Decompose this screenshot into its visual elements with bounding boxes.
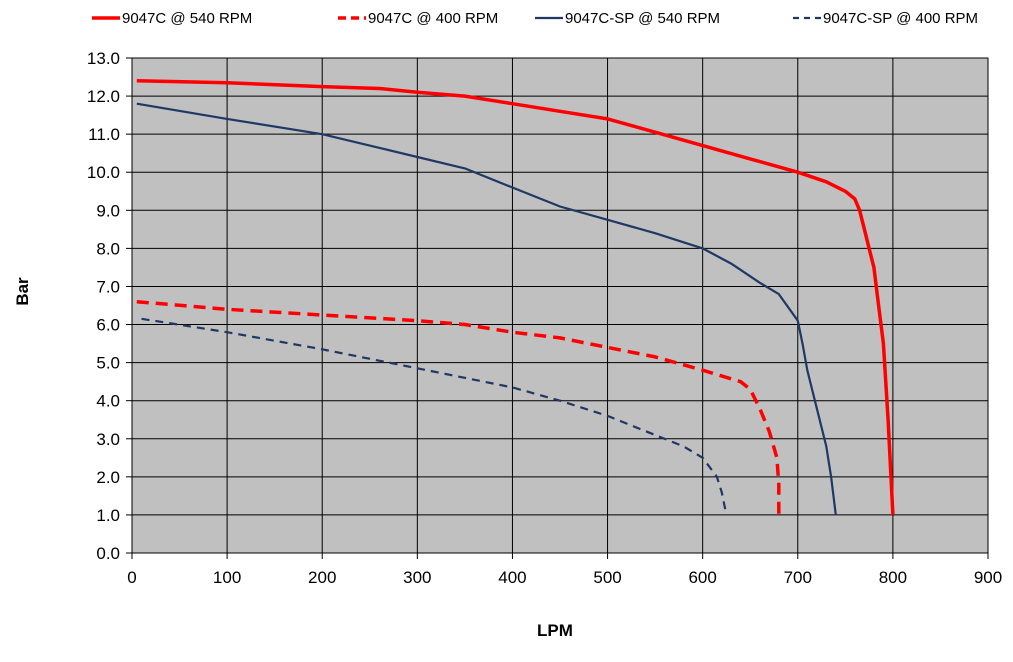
x-tick-label: 100: [213, 568, 241, 587]
x-tick-label: 700: [784, 568, 812, 587]
y-tick-label: 11.0: [88, 125, 120, 144]
series-line-1: [136, 299, 781, 515]
x-tick-label: 200: [308, 568, 336, 587]
y-tick-label: 8.0: [96, 239, 120, 258]
grid-lines: [131, 57, 989, 554]
legend: 9047C @ 540 RPM 9047C @ 400 RPM 9047C-SP @…: [92, 10, 978, 27]
x-tick-label: 800: [879, 568, 907, 587]
x-tick-label: 600: [688, 568, 716, 587]
legend-label-3: 9047C-SP @ 400 RPM: [823, 10, 978, 27]
legend-label-2: 9047C-SP @ 540 RPM: [565, 10, 720, 27]
y-tick-label: 5.0: [96, 354, 120, 373]
y-tick-label: 2.0: [96, 468, 120, 487]
x-tick-label: 400: [498, 568, 526, 587]
legend-label-1: 9047C @ 400 RPM: [368, 10, 498, 27]
y-axis-title: Bar: [13, 277, 32, 306]
series-line-2: [136, 102, 837, 516]
y-tick-label: 9.0: [96, 201, 120, 220]
y-tick-label: 3.0: [96, 430, 120, 449]
x-tick-label: 900: [974, 568, 1002, 587]
y-tick-label: 10.0: [87, 163, 120, 182]
y-tick-label: 0.0: [96, 544, 120, 563]
x-axis-title: LPM: [537, 621, 573, 640]
y-tick-label: 7.0: [96, 277, 120, 296]
series-layer: [136, 79, 895, 516]
legend-label-0: 9047C @ 540 RPM: [122, 10, 252, 27]
plot-area: [131, 57, 989, 554]
y-tick-label: 6.0: [96, 316, 120, 335]
series-line-0: [136, 79, 895, 515]
y-tick-label: 4.0: [96, 392, 120, 411]
x-axis-ticks: 0 100 200 300 400 500 600 700 800 900: [127, 553, 1002, 587]
y-axis-ticks: 0.0 1.0 2.0 3.0 4.0 5.0 6.0 7.0 8.0 9.0 10.0 11.0 12…: [87, 49, 132, 563]
x-tick-label: 500: [593, 568, 621, 587]
y-tick-label: 1.0: [96, 506, 120, 525]
x-tick-label: 300: [403, 568, 431, 587]
x-tick-label: 0: [127, 568, 136, 587]
y-tick-label: 13.0: [87, 49, 120, 68]
series-line-3: [141, 317, 728, 516]
y-tick-label: 12.0: [87, 87, 120, 106]
